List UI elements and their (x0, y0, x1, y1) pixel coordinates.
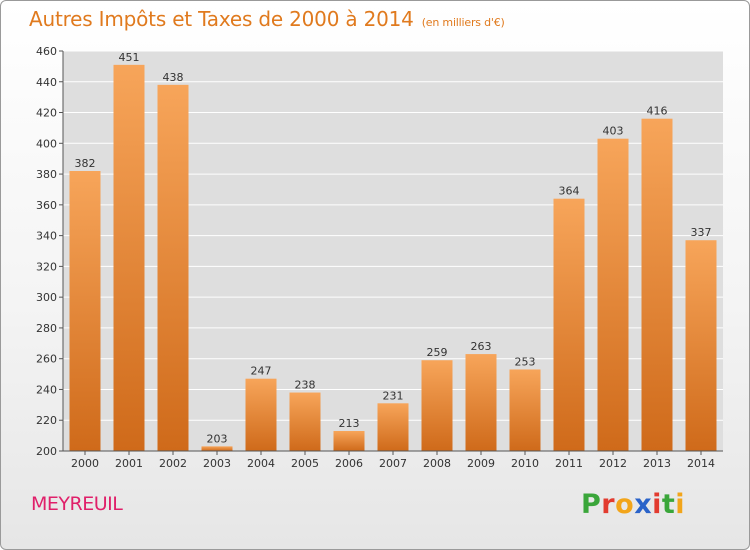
commune-name: MEYREUIL (31, 493, 123, 515)
chart-title: Autres Impôts et Taxes de 2000 à 2014 (en… (29, 7, 505, 31)
data-label-2011: 364 (559, 185, 580, 198)
data-label-2002: 438 (163, 71, 184, 84)
bar-2005 (289, 392, 321, 451)
data-label-2005: 238 (295, 379, 316, 392)
proxiti-logo: Proxiti (581, 489, 685, 520)
y-tick-label: 340 (36, 230, 57, 243)
data-label-2010: 253 (515, 355, 536, 368)
data-label-2004: 247 (251, 365, 272, 378)
logo-letter: t (661, 489, 676, 520)
x-tick-label: 2009 (467, 457, 495, 470)
bar-2000 (69, 171, 101, 451)
bar-2009 (465, 354, 497, 451)
bar-2008 (421, 360, 453, 451)
bar-2004 (245, 378, 277, 451)
x-tick-label: 2004 (247, 457, 275, 470)
data-label-2007: 231 (383, 389, 404, 402)
x-tick-label: 2003 (203, 457, 231, 470)
x-tick-label: 2008 (423, 457, 451, 470)
x-tick-label: 2013 (643, 457, 671, 470)
x-tick-label: 2000 (71, 457, 99, 470)
data-label-2013: 416 (647, 105, 668, 118)
bar-2003 (201, 446, 233, 451)
y-tick-label: 300 (36, 291, 57, 304)
x-tick-label: 2011 (555, 457, 583, 470)
data-label-2001: 451 (119, 51, 140, 64)
x-tick-label: 2006 (335, 457, 363, 470)
logo-letter: o (615, 489, 635, 520)
y-tick-label: 320 (36, 260, 57, 273)
data-label-2000: 382 (75, 157, 96, 170)
bar-2013 (641, 118, 673, 451)
y-tick-label: 400 (36, 137, 57, 150)
x-tick-label: 2001 (115, 457, 143, 470)
data-label-2009: 263 (471, 340, 492, 353)
x-tick-label: 2007 (379, 457, 407, 470)
x-tick-label: 2005 (291, 457, 319, 470)
x-tick-label: 2002 (159, 457, 187, 470)
data-label-2003: 203 (207, 432, 228, 445)
bar-2012 (597, 138, 629, 451)
x-tick-label: 2014 (687, 457, 715, 470)
bar-2001 (113, 64, 145, 451)
bar-2011 (553, 198, 585, 451)
title-text: Autres Impôts et Taxes de 2000 à 2014 (29, 7, 414, 31)
y-tick-label: 360 (36, 199, 57, 212)
y-tick-label: 220 (36, 414, 57, 427)
data-label-2014: 337 (691, 226, 712, 239)
data-label-2006: 213 (339, 417, 360, 430)
y-tick-label: 380 (36, 168, 57, 181)
bar-2006 (333, 431, 365, 451)
y-tick-label: 460 (36, 45, 57, 58)
logo-letter: r (601, 489, 616, 520)
y-tick-label: 280 (36, 322, 57, 335)
logo-letter: P (581, 489, 602, 520)
y-tick-label: 200 (36, 445, 57, 458)
logo-letter: i (675, 489, 686, 520)
y-tick-label: 420 (36, 107, 57, 120)
x-tick-label: 2012 (599, 457, 627, 470)
logo-letter: i (652, 489, 662, 520)
bar-2007 (377, 403, 409, 451)
bar-2002 (157, 84, 189, 451)
data-label-2008: 259 (427, 346, 448, 359)
unit-note: (en milliers d'€) (421, 16, 505, 29)
y-tick-label: 260 (36, 353, 57, 366)
logo-letter: x (634, 489, 653, 520)
x-tick-label: 2010 (511, 457, 539, 470)
y-tick-label: 240 (36, 383, 57, 396)
bar-2014 (685, 240, 717, 451)
y-tick-label: 440 (36, 76, 57, 89)
bar-2010 (509, 369, 541, 451)
data-label-2012: 403 (603, 125, 624, 138)
